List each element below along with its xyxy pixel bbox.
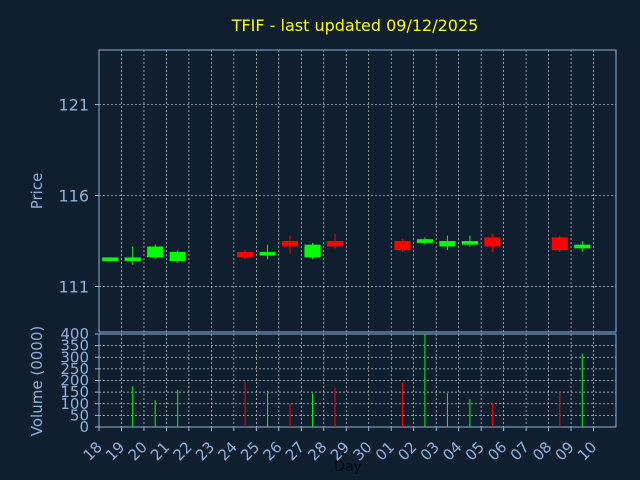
x-axis-label: Day: [334, 459, 362, 475]
volume-bars: [132, 334, 583, 427]
candle-body: [326, 241, 344, 247]
candle-body: [461, 241, 478, 245]
candle-body: [259, 251, 276, 256]
volume-tick-label: 250: [60, 360, 89, 378]
candle-body: [439, 241, 456, 247]
volume-tick-label: 150: [60, 383, 89, 401]
candle-body: [147, 246, 164, 258]
x-tick-label: 10: [574, 438, 600, 464]
candle-body: [394, 241, 411, 251]
candles: [102, 233, 591, 265]
volume-tick-label: 0: [79, 418, 89, 436]
candle-body: [484, 237, 501, 247]
candle-body: [574, 244, 591, 249]
volume-grid: [99, 333, 616, 428]
volume-tick-label: 200: [60, 372, 89, 390]
price-tick-label: 111: [58, 278, 89, 297]
volume-axis-label: Volume (0000): [28, 326, 46, 436]
price-frame: [98, 49, 617, 333]
volume-tick-label: 350: [60, 337, 89, 355]
volume-tick-label: 300: [60, 348, 89, 366]
candle-body: [237, 251, 254, 258]
volume-tick-label: 400: [60, 325, 89, 343]
candle-body: [416, 239, 434, 243]
candle-body: [551, 237, 568, 251]
candle-body: [102, 257, 119, 262]
price-panel: 111 116 121 Price: [28, 49, 617, 333]
price-tick-label: 116: [58, 187, 89, 206]
price-tick-label: 121: [58, 96, 89, 115]
chart-title: TFIF - last updated 09/12/2025: [231, 16, 479, 35]
price-y-ticks: 111 116 121: [58, 96, 99, 297]
candle-body: [304, 244, 321, 258]
candle-body: [281, 241, 299, 247]
candle-body: [169, 251, 186, 262]
price-grid: [99, 50, 616, 332]
volume-tick-label: 100: [60, 395, 89, 413]
price-axis-label: Price: [28, 173, 46, 210]
volume-tick-label: 50: [70, 406, 89, 424]
candle-body: [124, 257, 141, 262]
